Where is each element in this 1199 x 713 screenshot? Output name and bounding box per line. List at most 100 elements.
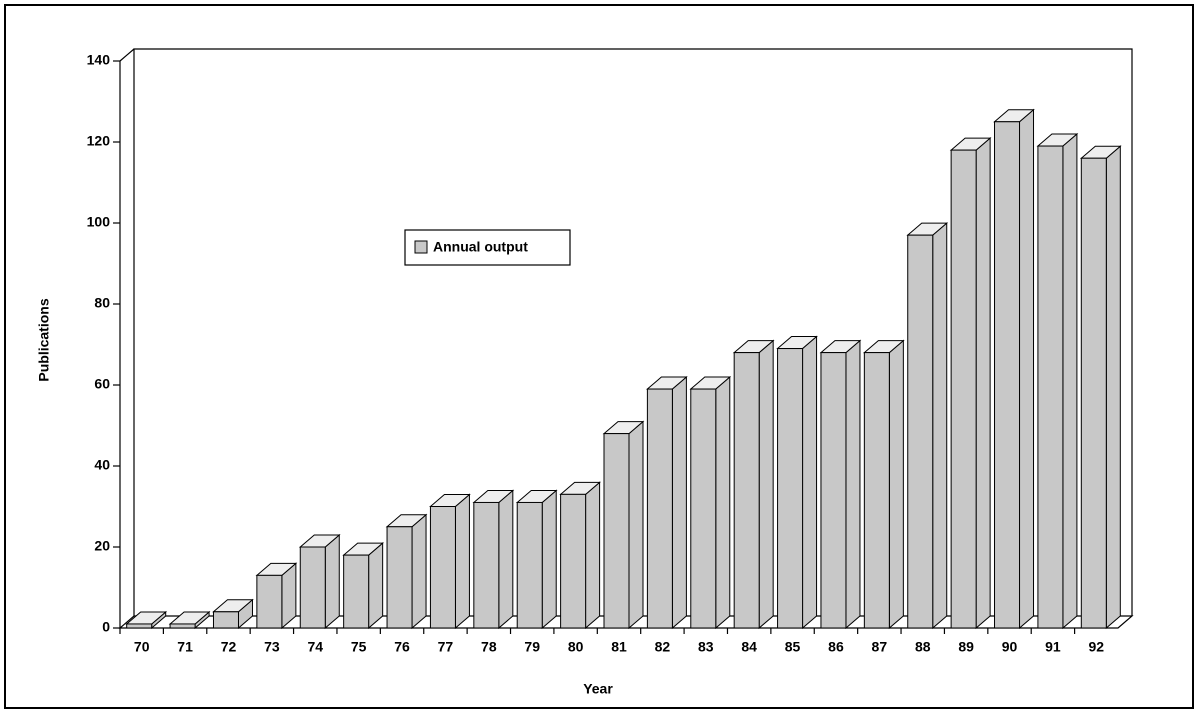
bar [646, 375, 688, 630]
axis-corner [119, 48, 135, 62]
x-tick-label: 73 [264, 639, 280, 655]
x-tick-label: 87 [872, 639, 888, 655]
x-tick-label: 91 [1045, 639, 1061, 655]
x-tick-label: 71 [177, 639, 193, 655]
bar-side [1105, 145, 1121, 630]
bar [993, 108, 1035, 630]
bar [819, 339, 862, 630]
bar-side [975, 137, 991, 630]
x-tick-label: 81 [611, 639, 627, 655]
bar-front [386, 526, 413, 629]
bar [472, 489, 515, 630]
x-tick-label: 89 [958, 639, 974, 655]
bar-front [256, 574, 283, 629]
x-tick-label: 78 [481, 639, 497, 655]
bar [776, 335, 818, 630]
bar-front [560, 493, 587, 629]
bar-side [758, 339, 774, 630]
bar-side [541, 489, 557, 630]
bar-side [628, 420, 644, 630]
x-tick-label: 86 [828, 639, 844, 655]
bar [1079, 145, 1122, 630]
x-tick-label: 88 [915, 639, 931, 655]
y-tick-label: 140 [87, 52, 111, 68]
legend-box [404, 229, 571, 266]
bar-front [1080, 157, 1107, 629]
bar-front [863, 352, 890, 629]
bar [125, 610, 168, 630]
bar [342, 542, 385, 630]
y-tick-label: 40 [94, 457, 110, 473]
bar [949, 137, 992, 630]
bar [862, 339, 905, 630]
x-tick-label: 85 [785, 639, 801, 655]
x-tick-label: 74 [307, 639, 323, 655]
bar [732, 339, 775, 630]
bar [689, 375, 732, 630]
y-tick-label: 60 [94, 376, 110, 392]
y-tick-label: 20 [94, 538, 110, 554]
bar-front [950, 149, 977, 629]
bar [212, 598, 254, 630]
bar-front [603, 433, 630, 629]
bar [385, 513, 428, 630]
bar-front [473, 501, 500, 629]
bar-front [646, 388, 673, 629]
legend-swatch [414, 240, 428, 254]
x-tick-label: 70 [134, 639, 150, 655]
y-tick-label: 0 [102, 619, 110, 635]
bar-side [845, 339, 861, 630]
bar-side [368, 542, 384, 630]
bar-side [802, 335, 818, 630]
bar-front [994, 121, 1021, 629]
y-axis-title: Publications [36, 298, 52, 381]
bar-side [671, 375, 687, 630]
x-tick-label: 80 [568, 639, 584, 655]
back-wall [133, 48, 1133, 616]
bar-front [907, 234, 934, 629]
bar-side [585, 481, 601, 630]
bar-side [715, 375, 731, 630]
bar-side [498, 489, 514, 630]
y-tick-label: 100 [87, 214, 111, 230]
bar-front [126, 623, 153, 629]
x-tick-label: 72 [221, 639, 237, 655]
bar-side [1062, 132, 1078, 630]
bar-front [1037, 145, 1064, 629]
bar-front [690, 388, 717, 629]
bar-front [429, 506, 456, 629]
bar-front [212, 611, 239, 629]
bar [168, 610, 211, 630]
bar-side [454, 493, 470, 630]
bar-side [1019, 108, 1035, 630]
bar-front [733, 352, 760, 629]
x-tick-label: 76 [394, 639, 410, 655]
bar-side [932, 222, 948, 630]
legend-label: Annual output [433, 239, 528, 255]
bar [515, 489, 558, 630]
x-tick-label: 82 [655, 639, 671, 655]
bar [255, 562, 298, 630]
bar [602, 420, 645, 630]
bar-front [516, 501, 543, 629]
bar [429, 493, 471, 630]
bar-front [820, 352, 847, 629]
x-tick-label: 77 [438, 639, 454, 655]
bar-side [411, 513, 427, 630]
bar-front [343, 554, 370, 629]
y-tick-label: 80 [94, 295, 110, 311]
x-tick-label: 90 [1002, 639, 1018, 655]
bar-side [888, 339, 904, 630]
bar [559, 481, 601, 630]
bar [1036, 132, 1079, 630]
bar-front [777, 348, 804, 629]
y-tick-label: 120 [87, 133, 111, 149]
x-tick-label: 92 [1089, 639, 1105, 655]
x-axis-title: Year [583, 681, 613, 697]
bar-front [169, 623, 196, 629]
bar-side [324, 533, 340, 630]
x-tick-label: 79 [524, 639, 540, 655]
x-tick-label: 75 [351, 639, 367, 655]
x-tick-label: 84 [741, 639, 757, 655]
